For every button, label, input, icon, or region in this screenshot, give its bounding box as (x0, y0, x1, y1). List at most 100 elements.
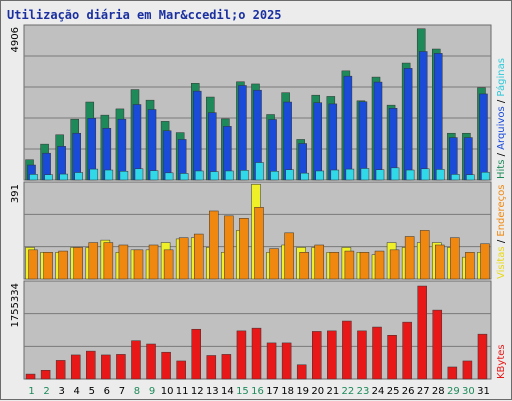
paginas-bar-day-12 (194, 170, 204, 181)
kbytes-bar-day-8 (131, 340, 141, 380)
enderecos-bar-day-11 (178, 237, 189, 280)
kbytes-bar-day-11 (176, 360, 186, 380)
kbytes-bar-day-9 (146, 343, 156, 380)
paginas-bar-day-19 (300, 172, 309, 181)
kbytes-bar-day-30 (462, 360, 473, 380)
day-label-29: 29 (447, 386, 460, 397)
enderecos-bar-day-4 (73, 247, 83, 280)
paginas-bar-day-4 (74, 172, 83, 181)
paginas-bar-day-5 (89, 168, 99, 181)
enderecos-bar-day-24 (374, 250, 385, 280)
enderecos-bar-day-5 (88, 242, 99, 280)
paginas-bar-day-20 (315, 170, 325, 181)
arquivos-bar-day-27 (418, 51, 428, 181)
day-label-9: 9 (149, 386, 155, 397)
arquivos-bar-day-31 (479, 93, 488, 181)
enderecos-bar-day-7 (118, 244, 129, 280)
enderecos-bar-day-30 (465, 252, 475, 280)
kbytes-bar-day-17 (266, 342, 277, 380)
paginas-bar-day-25 (390, 167, 400, 181)
day-label-8: 8 (134, 386, 140, 397)
arquivos-bar-day-18 (283, 101, 292, 181)
enderecos-bar-day-14 (224, 215, 234, 280)
paginas-bar-day-16 (255, 162, 264, 181)
day-label-15: 15 (236, 386, 249, 397)
enderecos-bar-day-31 (480, 243, 490, 280)
kbytes-bar-day-4 (70, 354, 81, 380)
kbytes-bar-day-3 (55, 360, 66, 380)
paginas-bar-day-7 (119, 171, 129, 181)
arquivos-bar-day-13 (208, 112, 217, 181)
enderecos-bar-day-19 (299, 252, 309, 280)
paginas-bar-day-14 (225, 170, 234, 181)
enderecos-bar-day-1 (28, 249, 38, 280)
kbytes-bar-day-27 (417, 285, 427, 380)
day-label-20: 20 (311, 386, 324, 397)
arquivos-bar-day-22 (343, 75, 353, 181)
day-label-16: 16 (251, 386, 264, 397)
traffic-bottom-max-label: 1755334 (10, 283, 21, 328)
day-label-19: 19 (296, 386, 309, 397)
legend-visitas-enderecos-entry: Visitas (496, 246, 507, 279)
paginas-bar-day-21 (330, 169, 340, 181)
kbytes-bar-day-25 (387, 334, 397, 380)
paginas-bar-day-17 (270, 171, 279, 181)
day-label-26: 26 (402, 386, 415, 397)
legend-hits-arquivos-paginas-entry: / (496, 99, 507, 106)
arquivos-bar-day-12 (192, 90, 202, 181)
day-label-24: 24 (372, 386, 385, 397)
enderecos-bar-day-15 (239, 218, 249, 280)
paginas-bar-day-6 (104, 169, 114, 181)
day-label-23: 23 (357, 386, 370, 397)
enderecos-bar-day-26 (404, 236, 415, 280)
paginas-bar-day-29 (451, 174, 460, 181)
arquivos-bar-day-9 (147, 109, 157, 181)
enderecos-bar-day-6 (103, 242, 114, 280)
day-label-11: 11 (176, 386, 189, 397)
legend-hits-arquivos-paginas: Hits / Arquivos / Páginas (495, 58, 507, 179)
arquivos-bar-day-21 (328, 103, 338, 181)
kbytes-bar-day-13 (206, 355, 217, 380)
legend-visitas-enderecos-entry: / (496, 239, 507, 246)
legend-kbytes: KBytes (496, 344, 507, 379)
kbytes-bar-day-1 (25, 373, 36, 380)
kbytes-bar-day-18 (281, 342, 292, 380)
day-label-31: 31 (477, 386, 490, 397)
paginas-bar-day-9 (149, 170, 159, 181)
paginas-bar-day-27 (420, 168, 430, 181)
enderecos-bar-day-28 (435, 244, 445, 280)
paginas-bar-day-8 (134, 168, 144, 181)
chart-title: Utilização diária em Mar&ccedil;o 2025 (7, 8, 282, 22)
legend-hits-arquivos-paginas-entry: Hits (496, 160, 507, 179)
day-label-2: 2 (43, 386, 49, 397)
enderecos-bar-day-10 (163, 249, 174, 280)
enderecos-bar-day-9 (148, 244, 159, 280)
arquivos-bar-day-24 (373, 81, 383, 181)
arquivos-bar-day-17 (268, 119, 277, 181)
kbytes-bar-day-16 (251, 327, 262, 380)
day-label-3: 3 (58, 386, 64, 397)
legend-visitas-enderecos: Visitas / Endereços (496, 185, 507, 279)
day-label-14: 14 (221, 386, 234, 397)
day-label-1: 1 (28, 386, 34, 397)
day-label-30: 30 (462, 386, 475, 397)
enderecos-bar-day-23 (359, 252, 370, 280)
day-label-27: 27 (417, 386, 430, 397)
paginas-bar-day-18 (285, 169, 294, 181)
traffic-top-max-label: 4906 (10, 27, 21, 52)
kbytes-bar-day-28 (432, 309, 443, 380)
enderecos-bar-day-29 (450, 237, 460, 280)
kbytes-bar-day-22 (342, 320, 352, 380)
legend-hits-arquivos-paginas-entry: Arquivos (496, 106, 507, 153)
paginas-bar-day-1 (29, 174, 38, 181)
arquivos-bar-day-29 (449, 137, 458, 181)
legend-kbytes-entry: KBytes (496, 344, 507, 379)
paginas-bar-day-28 (436, 169, 445, 181)
enderecos-bar-day-22 (344, 250, 355, 280)
paginas-bar-day-3 (59, 173, 68, 181)
enderecos-bar-day-20 (314, 244, 325, 280)
enderecos-bar-day-13 (209, 210, 219, 280)
kbytes-bar-day-23 (357, 330, 367, 380)
kbytes-bar-day-14 (221, 354, 232, 380)
